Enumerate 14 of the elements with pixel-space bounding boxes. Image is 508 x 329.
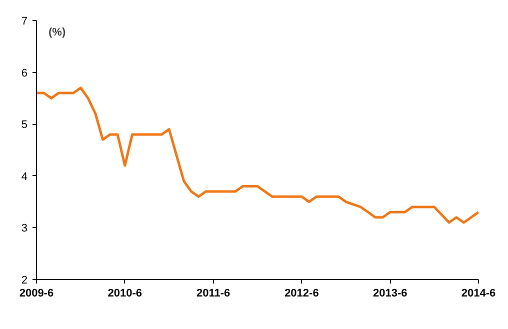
y-tick-label: 4 bbox=[21, 170, 28, 183]
x-tick-label: 2009-6 bbox=[19, 288, 54, 300]
y-axis-title: (%) bbox=[48, 26, 66, 38]
y-tick-label: 5 bbox=[21, 119, 28, 132]
x-tick-label: 2011-6 bbox=[196, 288, 230, 300]
y-tick-label: 7 bbox=[21, 16, 28, 28]
line-series bbox=[36, 86, 478, 224]
y-tick-label: 2 bbox=[21, 274, 28, 286]
x-tick-label: 2013-6 bbox=[372, 288, 408, 300]
x-tick-label: 2014-6 bbox=[461, 288, 496, 300]
x-tick-label: 2010-6 bbox=[108, 288, 142, 300]
x-tick-label: 2012-6 bbox=[284, 288, 319, 300]
y-tick-label: 6 bbox=[21, 67, 28, 80]
y-tick-label: 3 bbox=[21, 222, 28, 235]
